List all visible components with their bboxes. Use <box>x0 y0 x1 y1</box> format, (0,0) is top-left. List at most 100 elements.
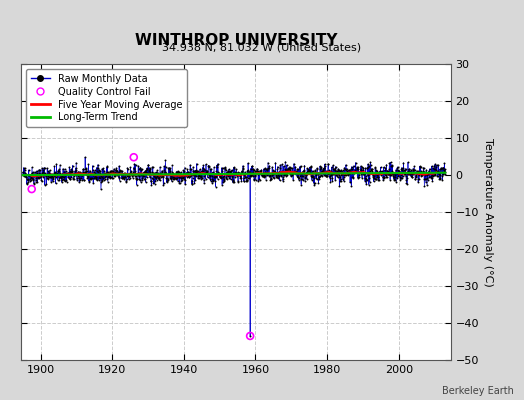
Point <box>67 169 75 175</box>
Point <box>348 170 356 176</box>
Point <box>304 168 312 174</box>
Point <box>370 175 378 182</box>
Point <box>209 170 217 177</box>
Point <box>316 172 325 179</box>
Point <box>110 173 118 179</box>
Point <box>226 170 235 176</box>
Point <box>314 174 323 180</box>
Point <box>288 169 297 175</box>
Point <box>106 174 114 181</box>
Point <box>215 170 223 176</box>
Point <box>383 174 391 180</box>
Point <box>19 164 28 171</box>
Point <box>191 177 200 183</box>
Point <box>88 174 96 181</box>
Point <box>223 169 231 175</box>
Point <box>412 170 421 177</box>
Point <box>72 174 81 181</box>
Point <box>27 186 36 192</box>
Point <box>213 164 221 171</box>
Point <box>268 170 276 176</box>
Point <box>196 166 204 172</box>
Point <box>231 173 239 180</box>
Point <box>110 171 118 177</box>
Point <box>145 164 154 171</box>
Point <box>124 171 133 178</box>
Point <box>293 170 301 176</box>
Point <box>179 175 187 182</box>
Point <box>375 177 383 184</box>
Point <box>368 170 377 176</box>
Point <box>114 172 122 178</box>
Point <box>92 174 100 180</box>
Point <box>159 180 168 186</box>
Point <box>190 168 198 174</box>
Point <box>408 174 417 180</box>
Point <box>155 172 163 179</box>
Point <box>411 176 419 182</box>
Point <box>265 173 273 179</box>
Point <box>192 160 201 167</box>
Point <box>169 174 177 180</box>
Point <box>373 174 381 180</box>
Point <box>348 165 356 172</box>
Point <box>107 168 116 174</box>
Point <box>351 166 359 173</box>
Point <box>417 168 425 174</box>
Point <box>312 171 321 177</box>
Point <box>122 179 130 185</box>
Point <box>101 170 109 177</box>
Point <box>271 169 279 175</box>
Point <box>422 172 431 178</box>
Point <box>28 170 37 177</box>
Point <box>147 178 155 184</box>
Point <box>315 173 324 179</box>
Point <box>50 170 58 176</box>
Point <box>123 173 131 180</box>
Point <box>298 173 306 179</box>
Point <box>287 172 296 179</box>
Point <box>389 170 397 177</box>
Point <box>206 178 215 184</box>
Point <box>433 168 441 175</box>
Point <box>381 172 390 179</box>
Point <box>27 174 36 180</box>
Point <box>276 165 284 172</box>
Point <box>75 179 83 186</box>
Point <box>230 165 238 171</box>
Point <box>202 168 211 175</box>
Point <box>323 169 331 176</box>
Point <box>174 170 182 176</box>
Point <box>183 166 192 172</box>
Point <box>125 176 133 182</box>
Point <box>412 173 420 180</box>
Point <box>310 182 319 188</box>
Point <box>315 176 323 182</box>
Point <box>285 168 293 174</box>
Point <box>303 176 311 182</box>
Point <box>192 168 201 175</box>
Point <box>228 167 236 173</box>
Point <box>193 168 201 174</box>
Point <box>168 162 177 168</box>
Point <box>102 171 111 178</box>
Point <box>379 164 388 170</box>
Point <box>327 168 335 174</box>
Point <box>221 164 229 171</box>
Point <box>201 170 210 176</box>
Point <box>334 171 342 178</box>
Point <box>363 165 372 171</box>
Point <box>293 166 301 172</box>
Point <box>212 172 220 179</box>
Point <box>133 176 141 182</box>
Point <box>321 163 330 170</box>
Point <box>301 174 309 180</box>
Point <box>270 170 279 176</box>
Point <box>360 171 368 178</box>
Point <box>78 171 86 178</box>
Point <box>429 173 438 180</box>
Point <box>181 170 190 176</box>
Point <box>50 169 59 176</box>
Point <box>322 173 330 179</box>
Point <box>22 171 30 178</box>
